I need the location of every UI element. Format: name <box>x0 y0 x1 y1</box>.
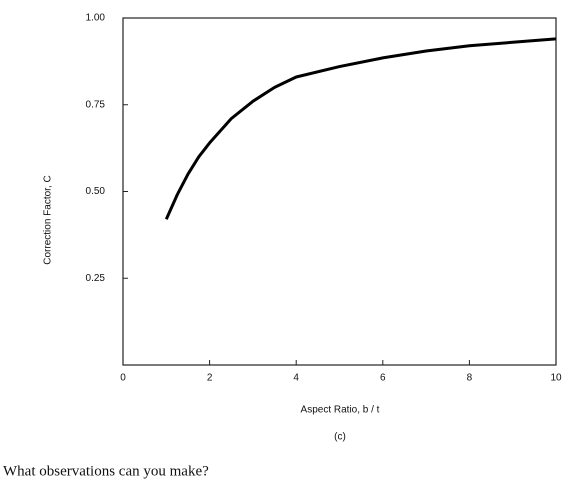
data-line <box>164 37 557 220</box>
caption: (c) <box>334 432 346 443</box>
x-tick-label: 0 <box>120 373 126 384</box>
y-tick-label: 0.75 <box>86 99 106 110</box>
question: What observations can you make? <box>3 463 209 479</box>
x-tick-label: 4 <box>293 373 299 384</box>
x-tick-label: 2 <box>207 373 213 384</box>
y-tick-label: 0.25 <box>86 273 106 284</box>
x-tick-label: 10 <box>550 373 562 384</box>
y-tick-label: 1.00 <box>86 13 106 24</box>
x-tick-label: 8 <box>467 373 473 384</box>
x-axis-label: Aspect Ratio, b / t <box>301 405 380 416</box>
plot-frame <box>122 17 557 366</box>
y-tick-label: 0.50 <box>86 186 106 197</box>
x-tick-label: 6 <box>380 373 386 384</box>
y-axis-label: Correction Factor, C <box>43 175 54 264</box>
